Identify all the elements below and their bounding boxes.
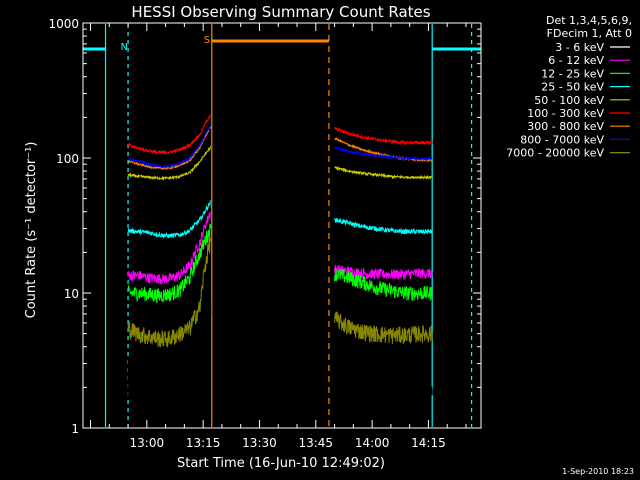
x-tick-label-3: 13:45 xyxy=(298,436,333,450)
series-line-1-segment-1 xyxy=(127,211,212,286)
legend-label-1: 6 - 12 keV xyxy=(548,54,604,67)
series-line-2-segment-1 xyxy=(127,223,212,304)
series-line-4-segment-1 xyxy=(127,146,212,181)
x-tick-label-1: 13:15 xyxy=(186,436,221,450)
series-line-7-segment-1 xyxy=(127,124,212,170)
series-line-5-segment-2 xyxy=(334,126,433,146)
y-tick-label-3: 1000 xyxy=(48,17,79,31)
legend-label-5: 100 - 300 keV xyxy=(527,107,604,120)
y-tick-label-1: 10 xyxy=(64,287,79,301)
timestamp: 1-Sep-2010 18:23 xyxy=(562,467,634,476)
series-line-8-segment-2 xyxy=(334,311,433,345)
legend-label-6: 300 - 800 keV xyxy=(527,120,604,133)
series-line-3-segment-2 xyxy=(334,217,433,236)
x-tick-label-5: 14:15 xyxy=(411,436,446,450)
legend-header-detectors: Det 1,3,4,5,6,9, xyxy=(546,14,632,27)
series-line-6-segment-1 xyxy=(127,126,212,171)
y-tick-label-2: 100 xyxy=(56,152,79,166)
legend-label-4: 50 - 100 keV xyxy=(534,94,604,107)
night-marker-label: N xyxy=(121,42,128,53)
series-line-1-segment-2 xyxy=(334,264,433,280)
series-line-7-segment-2 xyxy=(334,145,433,162)
series-line-2-segment-2 xyxy=(334,268,433,302)
legend-label-8: 7000 - 20000 keV xyxy=(506,147,604,160)
legend-label-0: 3 - 6 keV xyxy=(555,41,604,54)
x-tick-label-0: 13:00 xyxy=(130,436,165,450)
legend-label-7: 800 - 7000 keV xyxy=(520,133,604,146)
series-line-5-segment-1 xyxy=(127,114,212,156)
y-tick-label-0: 1 xyxy=(71,422,79,436)
saa-marker-label: S xyxy=(204,35,210,46)
plot-frame xyxy=(82,22,482,429)
series-line-4-segment-2 xyxy=(334,165,433,181)
legend-header-attenuator: FDecim 1, Att 0 xyxy=(547,27,632,40)
legend-label-2: 12 - 25 keV xyxy=(541,67,604,80)
series-line-8-segment-1 xyxy=(127,236,212,348)
y-axis-label: Count Rate (s⁻¹ detector⁻¹) xyxy=(24,142,39,319)
x-tick-label-4: 14:00 xyxy=(355,436,390,450)
series-line-0-segment-2 xyxy=(334,358,433,428)
series-line-3-segment-1 xyxy=(127,200,211,239)
x-tick-label-2: 13:30 xyxy=(242,436,277,450)
chart-title: HESSI Observing Summary Count Rates xyxy=(131,3,430,21)
series-line-0-segment-1 xyxy=(127,253,212,428)
legend-label-3: 25 - 50 keV xyxy=(541,81,604,94)
x-axis-label: Start Time (16-Jun-10 12:49:02) xyxy=(177,456,385,471)
